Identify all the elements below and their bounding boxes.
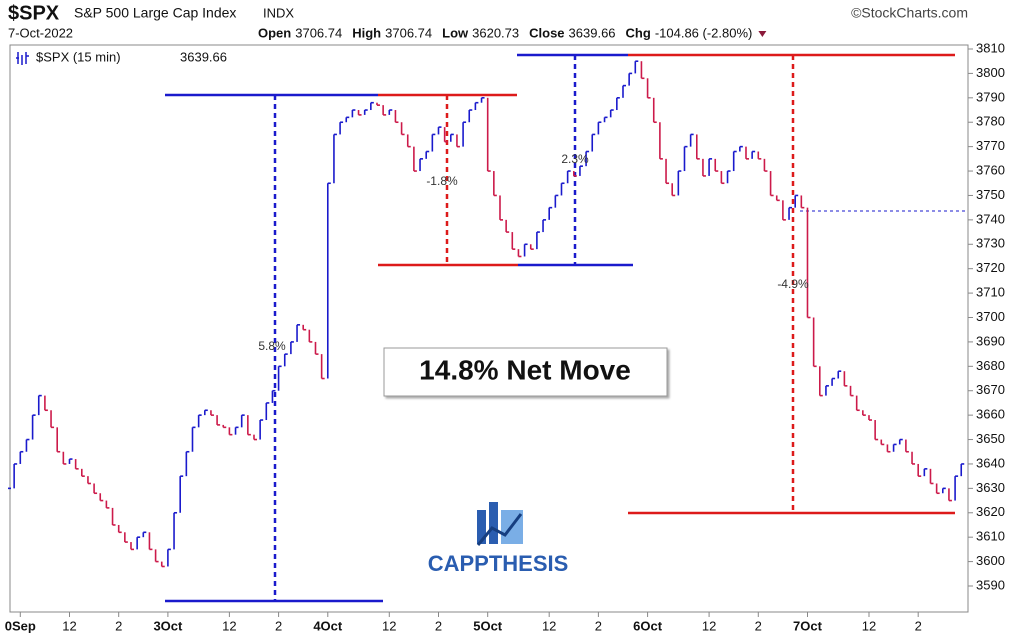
x-tick-label: 12: [62, 618, 76, 633]
index-name: S&P 500 Large Cap Index: [74, 5, 236, 21]
y-tick-label: 3590: [976, 577, 1005, 592]
y-tick-label: 3650: [976, 431, 1005, 446]
stat-label: Low: [442, 25, 469, 40]
axes: 3590 3600 3610 3620 3630 3640 3650 3660 3670 3680…: [5, 40, 1005, 633]
plot-frame: [9, 44, 969, 613]
price-bars: [7, 60, 965, 568]
x-tick-label: 12: [542, 618, 556, 633]
x-tick-label: 3Oct: [153, 618, 183, 633]
y-tick-label: 3800: [976, 65, 1005, 80]
down-arrow: [758, 31, 767, 37]
legend-value: 3639.66: [180, 49, 227, 64]
annotation: 2.3%: [561, 152, 589, 166]
date: 7-Oct-2022: [8, 25, 73, 40]
stat-label: Chg: [626, 25, 651, 40]
x-tick-label: 2: [435, 618, 442, 633]
y-tick-label: 3760: [976, 162, 1005, 177]
y-tick-label: 3640: [976, 455, 1005, 470]
y-tick-label: 3680: [976, 358, 1005, 373]
x-tick-label: 2: [275, 618, 282, 633]
y-tick-label: 3670: [976, 382, 1005, 397]
y-tick-label: 3620: [976, 504, 1005, 519]
y-tick-label: 3700: [976, 309, 1005, 324]
stat-label: Close: [529, 25, 564, 40]
x-tick-label: 12: [382, 618, 396, 633]
stat-value: 3706.74: [385, 25, 432, 40]
x-tick-label: 12: [702, 618, 716, 633]
logo-text: CAPPTHESIS: [428, 551, 569, 576]
stats: Open 3706.74 High 3706.74 Low 3620.73 Close 363…: [258, 25, 767, 40]
y-tick-label: 3750: [976, 187, 1005, 202]
x-tick-label: 2: [115, 618, 122, 633]
y-tick-label: 3600: [976, 553, 1005, 568]
x-tick-label: 2: [595, 618, 602, 633]
y-tick-label: 3740: [976, 211, 1005, 226]
y-tick-label: 3770: [976, 138, 1005, 153]
y-tick-label: 3780: [976, 114, 1005, 129]
annotation: -4.9%: [777, 277, 809, 291]
symbol: $SPX: [8, 2, 60, 24]
logo-icon: [476, 502, 523, 546]
y-tick-label: 3730: [976, 236, 1005, 251]
x-tick-label: 12: [862, 618, 876, 633]
x-tick-label: 6Oct: [633, 618, 663, 633]
y-tick-label: 3810: [976, 40, 1005, 55]
exchange: INDX: [263, 5, 294, 20]
net-move-label: 14.8% Net Move: [419, 354, 631, 385]
stat-value: 3706.74: [295, 25, 342, 40]
legend-icon: [16, 52, 29, 65]
x-tick-label: 4Oct: [313, 618, 343, 633]
y-tick-label: 3610: [976, 529, 1005, 544]
stat-value: -104.86 (-2.80%): [655, 25, 753, 40]
copyright: ©StockCharts.com: [851, 5, 968, 21]
x-tick-label: 5Oct: [473, 618, 503, 633]
stat-value: 3620.73: [472, 25, 519, 40]
x-tick-label: 2: [915, 618, 922, 633]
stat-value: 3639.66: [569, 25, 616, 40]
y-tick-label: 3660: [976, 407, 1005, 422]
net-move-box: [383, 347, 668, 397]
y-tick-label: 3710: [976, 285, 1005, 300]
annotation: -1.8%: [426, 174, 458, 188]
y-tick-label: 3630: [976, 480, 1005, 495]
x-tick-label: 12: [222, 618, 236, 633]
y-tick-label: 3790: [976, 89, 1005, 104]
drawings: [165, 53, 968, 603]
stat-label: High: [352, 25, 381, 40]
legend-label: $SPX (15 min): [36, 49, 121, 64]
y-tick-label: 3720: [976, 260, 1005, 275]
y-tick-label: 3690: [976, 333, 1005, 348]
stat-label: Open: [258, 25, 291, 40]
x-tick-label: 2: [755, 618, 762, 633]
x-tick-label: 7Oct: [793, 618, 823, 633]
annotation: 5.8%: [258, 339, 286, 353]
x-tick-label: 0Sep: [5, 618, 36, 633]
